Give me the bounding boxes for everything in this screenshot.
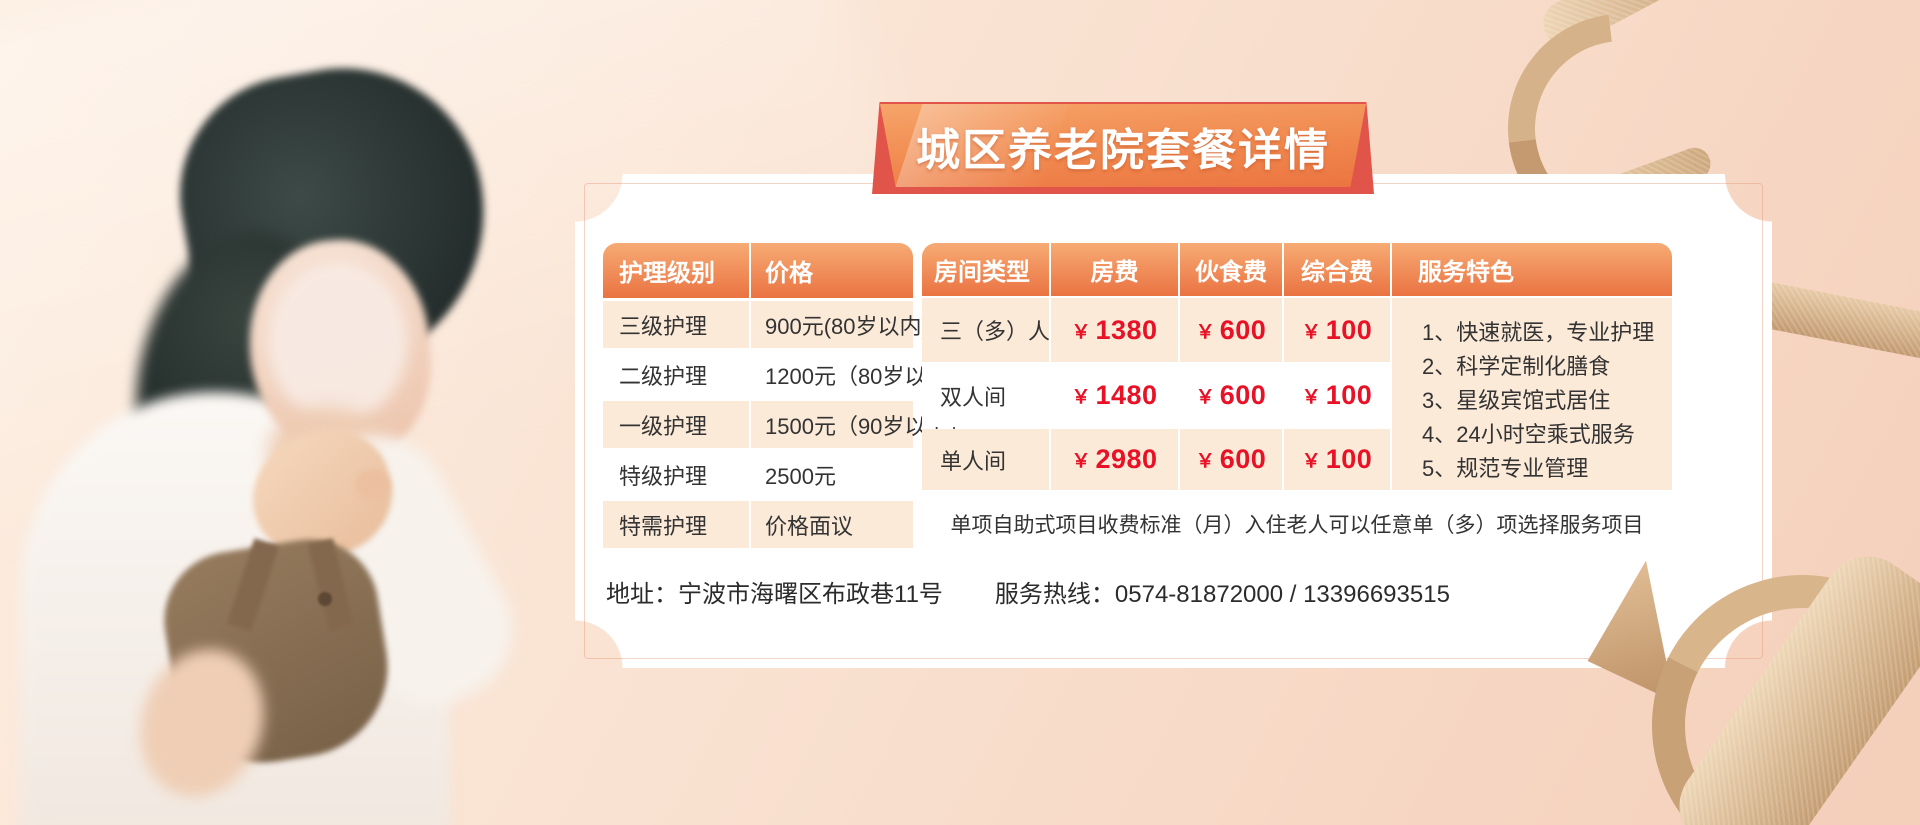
room-table-header-misc-fee: 综合费 bbox=[1284, 243, 1390, 296]
gold-ribbon-middle-band bbox=[1759, 281, 1920, 361]
care-level-cell: 特级护理 bbox=[603, 451, 749, 498]
service-feature-item: 3、星级宾馆式居住 bbox=[1422, 388, 1611, 413]
yen-symbol: ￥ bbox=[1195, 451, 1215, 472]
poster-title: 城区养老院套餐详情 bbox=[916, 124, 1330, 176]
care-price-cell: 价格面议 bbox=[751, 501, 913, 548]
baby-ear-shape bbox=[356, 470, 390, 500]
service-feature-item: 4、24小时空乘式服务 bbox=[1422, 422, 1635, 447]
yen-symbol: ￥ bbox=[1071, 387, 1091, 408]
service-features-cell: 1、快速就医，专业护理 2、科学定制化膳食 3、星级宾馆式居住 4、24小时空乘… bbox=[1392, 298, 1672, 490]
meal-fee-cell: ￥ 600 bbox=[1180, 364, 1282, 427]
self-service-note: 单项自助式项目收费标准（月）入住老人可以任意单（多）项选择服务项目 bbox=[922, 492, 1672, 555]
meal-fee-cell: ￥ 600 bbox=[1180, 429, 1282, 490]
yen-symbol: ￥ bbox=[1301, 451, 1321, 472]
room-type-cell: 三（多）人间 bbox=[922, 298, 1072, 362]
yen-symbol: ￥ bbox=[1071, 451, 1091, 472]
care-level-cell: 一级护理 bbox=[603, 401, 749, 448]
misc-fee-cell: ￥ 100 bbox=[1284, 429, 1390, 490]
yen-symbol: ￥ bbox=[1195, 387, 1215, 408]
yen-symbol: ￥ bbox=[1071, 321, 1091, 343]
care-table-header-level: 护理级别 bbox=[603, 243, 749, 298]
yen-symbol: ￥ bbox=[1301, 321, 1321, 343]
room-table-header-features: 服务特色 bbox=[1392, 243, 1672, 296]
care-level-cell: 三级护理 bbox=[603, 301, 749, 348]
room-fee-cell: ￥ 1480 bbox=[1051, 364, 1178, 427]
misc-fee-cell: ￥ 100 bbox=[1284, 364, 1390, 427]
room-fee-cell: ￥ 1380 bbox=[1051, 298, 1178, 362]
address-text: 地址：宁波市海曙区布政巷11号 bbox=[606, 581, 943, 608]
misc-fee-cell: ￥ 100 bbox=[1284, 298, 1390, 362]
service-feature-item: 2、科学定制化膳食 bbox=[1422, 354, 1611, 379]
care-table-header-price: 价格 bbox=[751, 243, 913, 298]
room-table-header-meal-fee: 伙食费 bbox=[1180, 243, 1282, 296]
care-level-table: 护理级别 价格 三级护理 900元(80岁以内) 二级护理 1200元（80岁以… bbox=[603, 243, 970, 548]
care-price-cell: 1200元（80岁以上） bbox=[751, 351, 970, 398]
care-level-cell: 二级护理 bbox=[603, 351, 749, 398]
yen-symbol: ￥ bbox=[1301, 387, 1321, 408]
room-fee-cell: ￥ 2980 bbox=[1051, 429, 1178, 490]
contact-line: 地址：宁波市海曙区布政巷11号 服务热线：0574-81872000 / 133… bbox=[606, 578, 1726, 612]
service-feature-item: 5、规范专业管理 bbox=[1422, 456, 1589, 481]
meal-fee-cell: ￥ 600 bbox=[1180, 298, 1282, 362]
room-table-header-type: 房间类型 bbox=[922, 243, 1049, 296]
room-type-cell: 单人间 bbox=[922, 429, 1049, 490]
room-fee-table: 房间类型 房费 伙食费 综合费 服务特色 1、快速就医，专业护理 2、科学定制化… bbox=[922, 243, 1672, 555]
package-details-card: 护理级别 价格 三级护理 900元(80岁以内) 二级护理 1200元（80岁以… bbox=[575, 174, 1772, 668]
title-banner: 城区养老院套餐详情 bbox=[872, 102, 1374, 194]
facial-mask-shape bbox=[268, 262, 408, 422]
service-feature-item: 1、快速就医，专业护理 bbox=[1422, 320, 1655, 345]
yen-symbol: ￥ bbox=[1195, 321, 1215, 343]
care-level-cell: 特需护理 bbox=[603, 501, 749, 548]
care-price-cell: 1500元（90岁以上） bbox=[751, 401, 970, 448]
care-price-cell: 2500元 bbox=[751, 451, 913, 498]
room-type-cell: 双人间 bbox=[922, 364, 1049, 427]
overall-button-shape bbox=[318, 592, 332, 606]
title-banner-front: 城区养老院套餐详情 bbox=[880, 104, 1366, 187]
room-table-header-room-fee: 房费 bbox=[1051, 243, 1178, 296]
caregiver-baby-photo bbox=[0, 0, 537, 825]
hotline-text: 服务热线：0574-81872000 / 13396693515 bbox=[994, 581, 1450, 608]
care-price-cell: 900元(80岁以内) bbox=[751, 301, 929, 348]
